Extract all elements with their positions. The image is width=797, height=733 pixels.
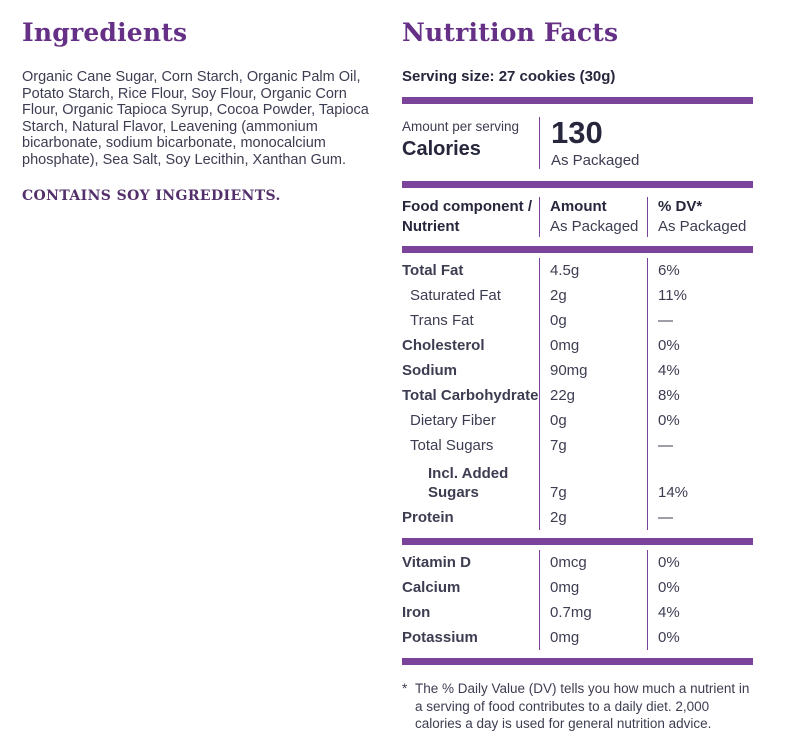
allergen-statement: CONTAINS SOY INGREDIENTS.	[22, 188, 281, 204]
col-header-nutrient-line1: Food component /	[402, 198, 532, 215]
nutrient-dv: 8%	[647, 383, 753, 408]
nutrient-dv: 0%	[647, 408, 753, 433]
nutrient-dv: 14%	[647, 458, 753, 505]
col-header-dv: % DV*	[658, 198, 703, 215]
table-row: Iron 0.7mg 4%	[402, 600, 753, 625]
vitamin-table: Vitamin D 0mcg 0% Calcium 0mg 0% Iron 0.…	[402, 545, 753, 658]
nutrient-dv: —	[647, 308, 753, 333]
table-row: Total Carbohydrate 22g 8%	[402, 383, 753, 408]
daily-value-footnote: * The % Daily Value (DV) tells you how m…	[402, 680, 753, 733]
table-row: Dietary Fiber 0g 0%	[402, 408, 753, 433]
nutrient-label: Total Fat	[402, 262, 464, 279]
nutrient-amount: 7g	[539, 458, 647, 505]
nutrient-label: Protein	[402, 509, 454, 526]
nutrient-label: Cholesterol	[402, 337, 485, 354]
nutrient-amount: 0mg	[539, 575, 647, 600]
table-header-row: Food component / Nutrient Amount As Pack…	[402, 188, 753, 246]
ingredients-list-text: Organic Cane Sugar, Corn Starch, Organic…	[22, 69, 369, 168]
divider-bar	[402, 97, 753, 104]
nutrition-facts-section: Nutrition Facts Serving size: 27 cookies…	[378, 18, 753, 733]
nutrient-label: Iron	[402, 604, 431, 621]
nutrient-amount: 2g	[539, 283, 647, 308]
table-row: Cholesterol 0mg 0%	[402, 333, 753, 358]
nutrient-amount: 0.7mg	[539, 600, 647, 625]
nutrient-label: Incl. Added Sugars	[428, 465, 509, 501]
table-row: Protein 2g —	[402, 505, 753, 530]
nutrient-table: Total Fat 4.5g 6% Saturated Fat 2g 11% T…	[402, 253, 753, 538]
calories-qualifier: As Packaged	[551, 152, 640, 169]
serving-size: Serving size: 27 cookies (30g)	[402, 68, 616, 85]
nutrient-amount: 0mcg	[539, 550, 647, 575]
nutrient-label: Calcium	[402, 579, 461, 596]
nutrient-amount: 90mg	[539, 358, 647, 383]
col-header-amount: Amount	[550, 198, 607, 215]
calories-value: 130	[551, 115, 603, 150]
ingredients-title: Ingredients	[22, 18, 188, 47]
nutrient-amount: 2g	[539, 505, 647, 530]
nutrient-amount: 4.5g	[539, 258, 647, 283]
nutrient-label: Vitamin D	[402, 554, 471, 571]
table-row: Potassium 0mg 0%	[402, 625, 753, 650]
calories-label: Calories	[402, 138, 481, 160]
col-subheader-amount: As Packaged	[550, 218, 639, 235]
table-row: Sodium 90mg 4%	[402, 358, 753, 383]
table-row: Saturated Fat 2g 11%	[402, 283, 753, 308]
table-row: Trans Fat 0g —	[402, 308, 753, 333]
ingredients-section: Ingredients Organic Cane Sugar, Corn Sta…	[0, 18, 378, 733]
footnote-text: The % Daily Value (DV) tells you how muc…	[415, 681, 750, 731]
table-row: Vitamin D 0mcg 0%	[402, 550, 753, 575]
nutrient-amount: 22g	[539, 383, 647, 408]
nutrient-amount: 0mg	[539, 333, 647, 358]
nutrient-amount: 0g	[539, 308, 647, 333]
nutrient-dv: —	[647, 505, 753, 530]
col-header-nutrient-line2: Nutrient	[402, 218, 460, 235]
nutrient-dv: 4%	[647, 600, 753, 625]
divider-bar	[402, 246, 753, 253]
nutrient-dv: 6%	[647, 258, 753, 283]
nutrient-amount: 0mg	[539, 625, 647, 650]
nutrient-dv: 0%	[647, 550, 753, 575]
nutrient-dv: 11%	[647, 283, 753, 308]
nutrient-label: Potassium	[402, 629, 478, 646]
footnote-asterisk: *	[402, 681, 408, 696]
nutrient-dv: 0%	[647, 575, 753, 600]
nutrient-label: Total Carbohydrate	[402, 387, 539, 404]
nutrient-dv: 0%	[647, 333, 753, 358]
divider-bar	[402, 658, 753, 665]
nutrient-label: Sodium	[402, 362, 457, 379]
nutrient-dv: —	[647, 433, 753, 458]
nutrient-label: Dietary Fiber	[410, 412, 496, 429]
divider-bar	[402, 538, 753, 545]
nutrient-label: Saturated Fat	[410, 287, 501, 304]
nutrient-label: Total Sugars	[410, 437, 494, 454]
divider-bar	[402, 181, 753, 188]
col-subheader-dv: As Packaged	[658, 218, 747, 235]
nutrition-facts-title: Nutrition Facts	[402, 18, 619, 47]
nutrient-dv: 0%	[647, 625, 753, 650]
nutrient-amount: 0g	[539, 408, 647, 433]
table-row: Total Fat 4.5g 6%	[402, 258, 753, 283]
nutrient-amount: 7g	[539, 433, 647, 458]
table-row: Calcium 0mg 0%	[402, 575, 753, 600]
amount-per-serving-label: Amount per serving	[402, 119, 520, 134]
calories-block: Amount per serving Calories 130 As Packa…	[402, 104, 753, 181]
table-row: Incl. Added Sugars 7g 14%	[402, 458, 753, 505]
nutrient-dv: 4%	[647, 358, 753, 383]
nutrient-label: Trans Fat	[410, 312, 474, 329]
table-row: Total Sugars 7g —	[402, 433, 753, 458]
